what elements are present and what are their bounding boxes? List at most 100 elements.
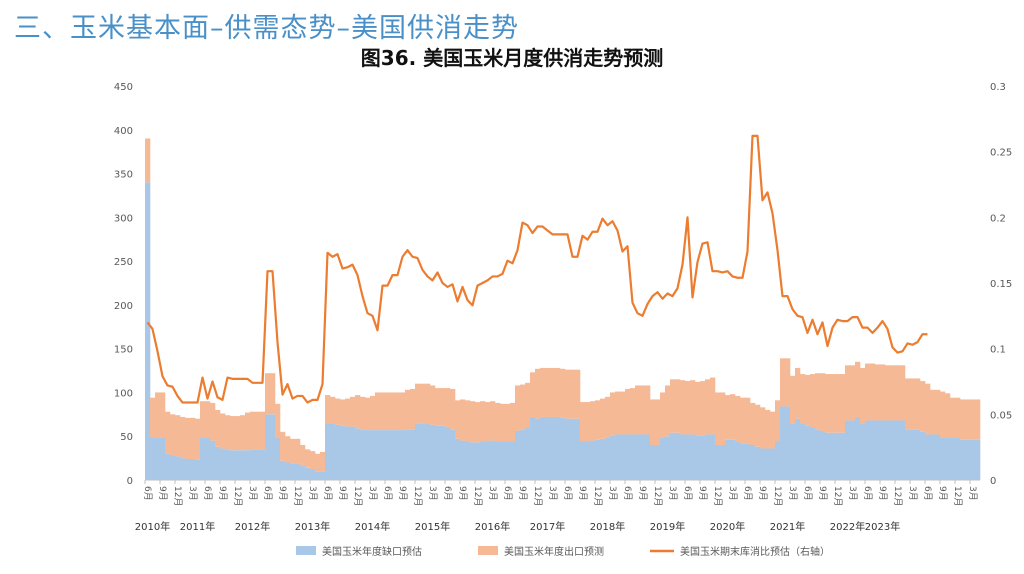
x-month-tick-label: 9月 (697, 486, 708, 501)
ratio-line (146, 134, 928, 404)
x-year-label: 2014年 (355, 520, 390, 533)
y-left-tick-label: 350 (114, 170, 133, 181)
deficit-bar (870, 420, 876, 480)
export-bar (935, 389, 941, 435)
x-month-tick-label: 6月 (562, 486, 573, 501)
deficit-bar (340, 425, 346, 480)
export-bar (920, 381, 926, 432)
export-bar (885, 365, 891, 421)
export-bar (495, 402, 501, 442)
export-bar (950, 397, 956, 438)
deficit-bar (220, 448, 226, 480)
export-bar (960, 399, 966, 440)
export-bar (910, 378, 916, 430)
x-year-label: 2020年 (710, 520, 745, 533)
deficit-bar (510, 441, 516, 480)
x-month-tick-label: 9月 (517, 486, 528, 501)
export-bar (145, 138, 151, 183)
deficit-bar (755, 446, 761, 480)
x-month-tick-label: 3月 (187, 486, 198, 501)
deficit-bar (795, 418, 801, 480)
deficit-bar (190, 458, 196, 480)
deficit-bar (880, 420, 886, 480)
x-month-tick-label: 6月 (742, 486, 753, 501)
deficit-bar (620, 434, 626, 480)
x-month-tick-label: 12月 (292, 486, 303, 506)
deficit-bar (370, 430, 376, 480)
x-month-tick-label: 3月 (367, 486, 378, 501)
y-left-tick-label: 150 (114, 345, 133, 356)
export-bar (745, 397, 751, 444)
export-bar (780, 358, 786, 407)
deficit-bar (640, 434, 646, 480)
deficit-bar (485, 441, 491, 480)
x-month-tick-label: 12月 (532, 486, 543, 506)
deficit-bar (810, 427, 816, 480)
deficit-bar (825, 432, 831, 480)
deficit-bar (750, 444, 756, 480)
bar-layer (145, 138, 981, 481)
export-bar (255, 411, 261, 450)
deficit-bar (495, 441, 501, 480)
deficit-bar (400, 430, 406, 480)
export-bar (150, 397, 156, 438)
export-bar (560, 368, 566, 418)
deficit-bar (410, 429, 416, 480)
export-bar (830, 374, 836, 433)
deficit-bar (930, 434, 936, 480)
x-month-tick-label: 3月 (547, 486, 558, 501)
x-month-tick-label: 12月 (892, 486, 903, 506)
x-month-tick-label: 12月 (592, 486, 603, 506)
export-bar (180, 416, 186, 459)
deficit-bar (415, 423, 421, 480)
deficit-bar (440, 425, 446, 480)
deficit-bar (715, 444, 721, 480)
deficit-bar (705, 434, 711, 480)
deficit-bar (585, 441, 591, 480)
deficit-bar (330, 423, 336, 480)
export-bar (680, 380, 686, 435)
export-bar (350, 396, 356, 427)
deficit-bar (805, 425, 811, 480)
export-bar (215, 409, 221, 447)
export-bar (455, 400, 461, 439)
deficit-bar (560, 417, 566, 480)
export-bar (480, 401, 486, 442)
export-bar (955, 397, 961, 438)
chart-title: 图36. 美国玉米月度供消走势预测 (360, 46, 664, 70)
x-year-label: 2010年 (135, 520, 170, 533)
export-bar (615, 391, 621, 435)
deficit-bar (430, 424, 436, 480)
export-bar (675, 379, 681, 433)
deficit-bar (320, 471, 326, 480)
deficit-bar (660, 437, 666, 480)
deficit-bar (280, 460, 286, 480)
export-bar (875, 364, 881, 421)
export-bar (405, 389, 411, 430)
export-bar (820, 373, 826, 431)
export-bar (625, 388, 631, 435)
deficit-bar (785, 406, 791, 480)
deficit-bar (945, 437, 951, 480)
export-bar (450, 388, 456, 430)
export-bar (775, 400, 781, 442)
x-year-label: 2019年 (650, 520, 685, 533)
export-bar (605, 396, 611, 438)
export-bar (815, 373, 821, 430)
legend-label: 美国玉米年度缺口预估 (322, 545, 422, 558)
export-bar (385, 392, 391, 431)
export-bar (555, 367, 561, 417)
x-year-label: 2017年 (530, 520, 565, 533)
export-bar (845, 365, 851, 421)
deficit-bar (475, 442, 481, 480)
export-bar (915, 378, 921, 430)
deficit-bar (675, 432, 681, 480)
export-bar (360, 396, 366, 430)
x-month-tick-label: 3月 (967, 486, 978, 501)
export-bar (240, 415, 246, 451)
deficit-bar (790, 423, 796, 480)
x-month-tick-label: 3月 (247, 486, 258, 501)
deficit-bar (830, 432, 836, 480)
export-bar (580, 402, 586, 442)
export-bar (720, 392, 726, 445)
